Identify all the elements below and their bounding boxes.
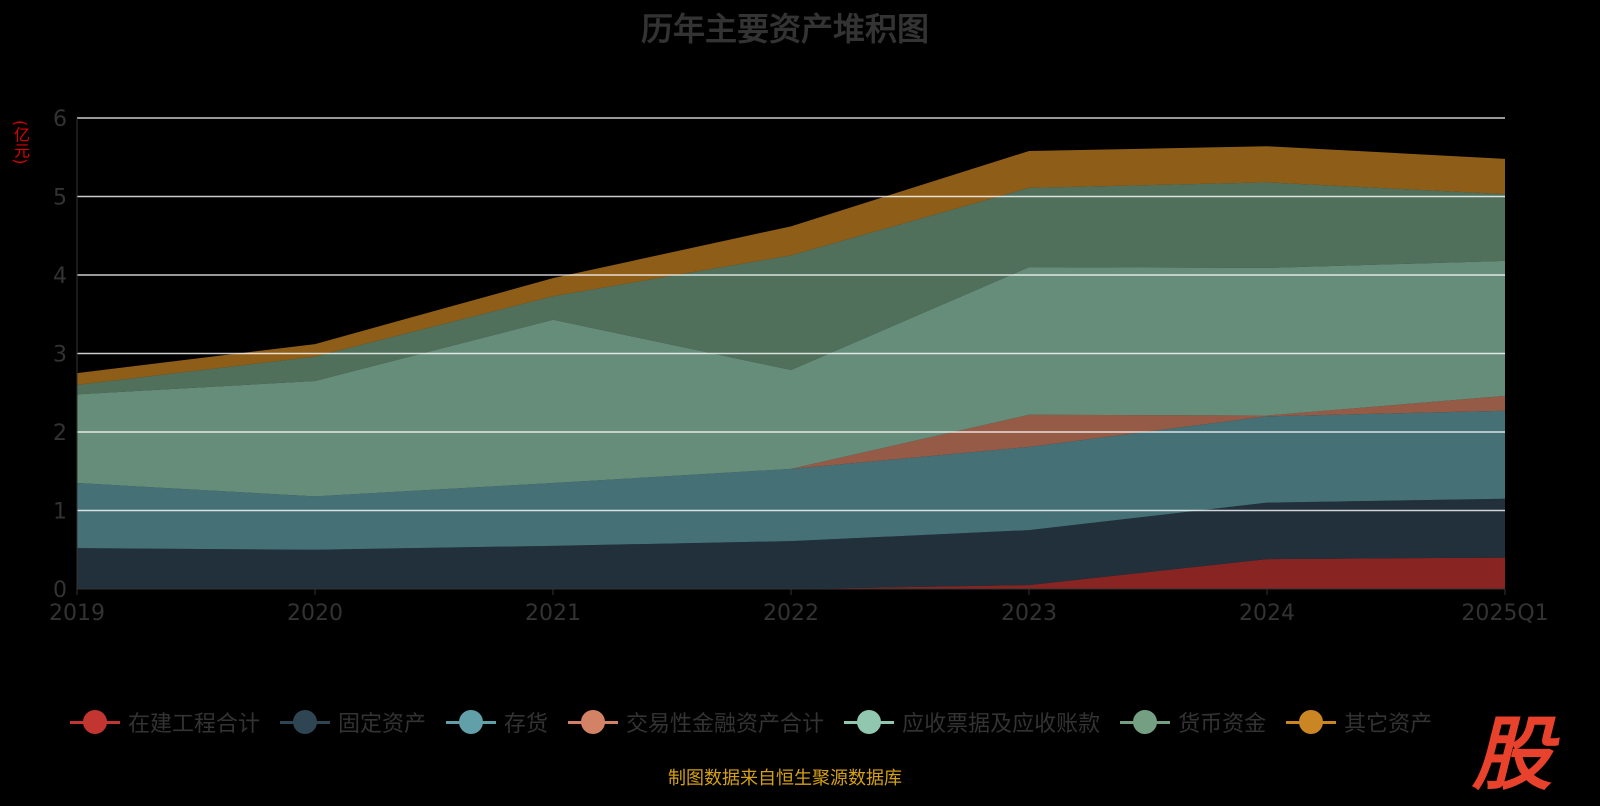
legend-marker-icon [1286, 710, 1337, 734]
legend-item[interactable]: 其它资产 [1286, 706, 1432, 738]
y-tick-label: 1 [53, 500, 67, 525]
y-tick-label: 5 [53, 186, 67, 211]
x-tick-label: 2023 [1001, 601, 1057, 626]
legend: 在建工程合计 固定资产 存货 交易性金融资产合计 应收票据及应收账款 货币资金 其它资产 [70, 706, 1432, 738]
chart-title: 历年主要资产堆积图 [640, 10, 929, 48]
y-tick-label: 6 [53, 107, 67, 132]
legend-item[interactable]: 存货 [446, 706, 548, 738]
area-series-4 [77, 260, 1505, 497]
x-tick-label: 2024 [1239, 601, 1295, 626]
chart-plot: 0 1 2 3 4 5 6 2019 2020 2021 2022 2023 2024 2025Q1 [49, 107, 1549, 626]
y-tick-label: 2 [53, 421, 67, 446]
area-series-3 [77, 395, 1505, 497]
x-tick-label: 2019 [49, 601, 105, 626]
legend-label: 固定资产 [338, 712, 427, 737]
legend-item[interactable]: 在建工程合计 [70, 706, 260, 738]
y-tick-label: 0 [53, 578, 67, 603]
legend-label: 在建工程合计 [128, 712, 261, 737]
legend-item[interactable]: 货币资金 [1120, 706, 1266, 738]
x-tick-label: 2022 [763, 601, 819, 626]
area-series-5 [77, 182, 1505, 395]
y-tick-label: 3 [53, 343, 67, 368]
x-tick-label: 2021 [525, 601, 581, 626]
legend-label: 货币资金 [1178, 712, 1267, 737]
legend-label: 交易性金融资产合计 [626, 712, 825, 737]
area-series-2 [77, 410, 1505, 550]
legend-marker-icon [1120, 710, 1171, 734]
x-tick-label: 2020 [287, 601, 343, 626]
legend-marker-icon [70, 710, 120, 734]
legend-item[interactable]: 交易性金融资产合计 [568, 706, 824, 738]
x-tick-label: 2025Q1 [1461, 601, 1548, 626]
legend-item[interactable]: 固定资产 [280, 706, 426, 738]
area-series-0 [77, 557, 1505, 589]
legend-label: 应收票据及应收账款 [902, 712, 1101, 737]
logo-watermark: 股 [1472, 708, 1552, 801]
y-axis-label: (亿元) [11, 120, 30, 165]
legend-label: 存货 [504, 712, 549, 737]
legend-marker-icon [280, 710, 331, 734]
legend-marker-icon [446, 710, 497, 734]
source-note: 制图数据来自恒生聚源数据库 [668, 768, 902, 789]
legend-item[interactable]: 应收票据及应收账款 [844, 706, 1100, 738]
area-series-1 [77, 498, 1505, 589]
area-series-6 [77, 146, 1505, 385]
legend-label: 其它资产 [1344, 712, 1433, 737]
y-tick-label: 4 [53, 264, 67, 289]
legend-marker-icon [844, 710, 895, 734]
legend-marker-icon [568, 710, 619, 734]
